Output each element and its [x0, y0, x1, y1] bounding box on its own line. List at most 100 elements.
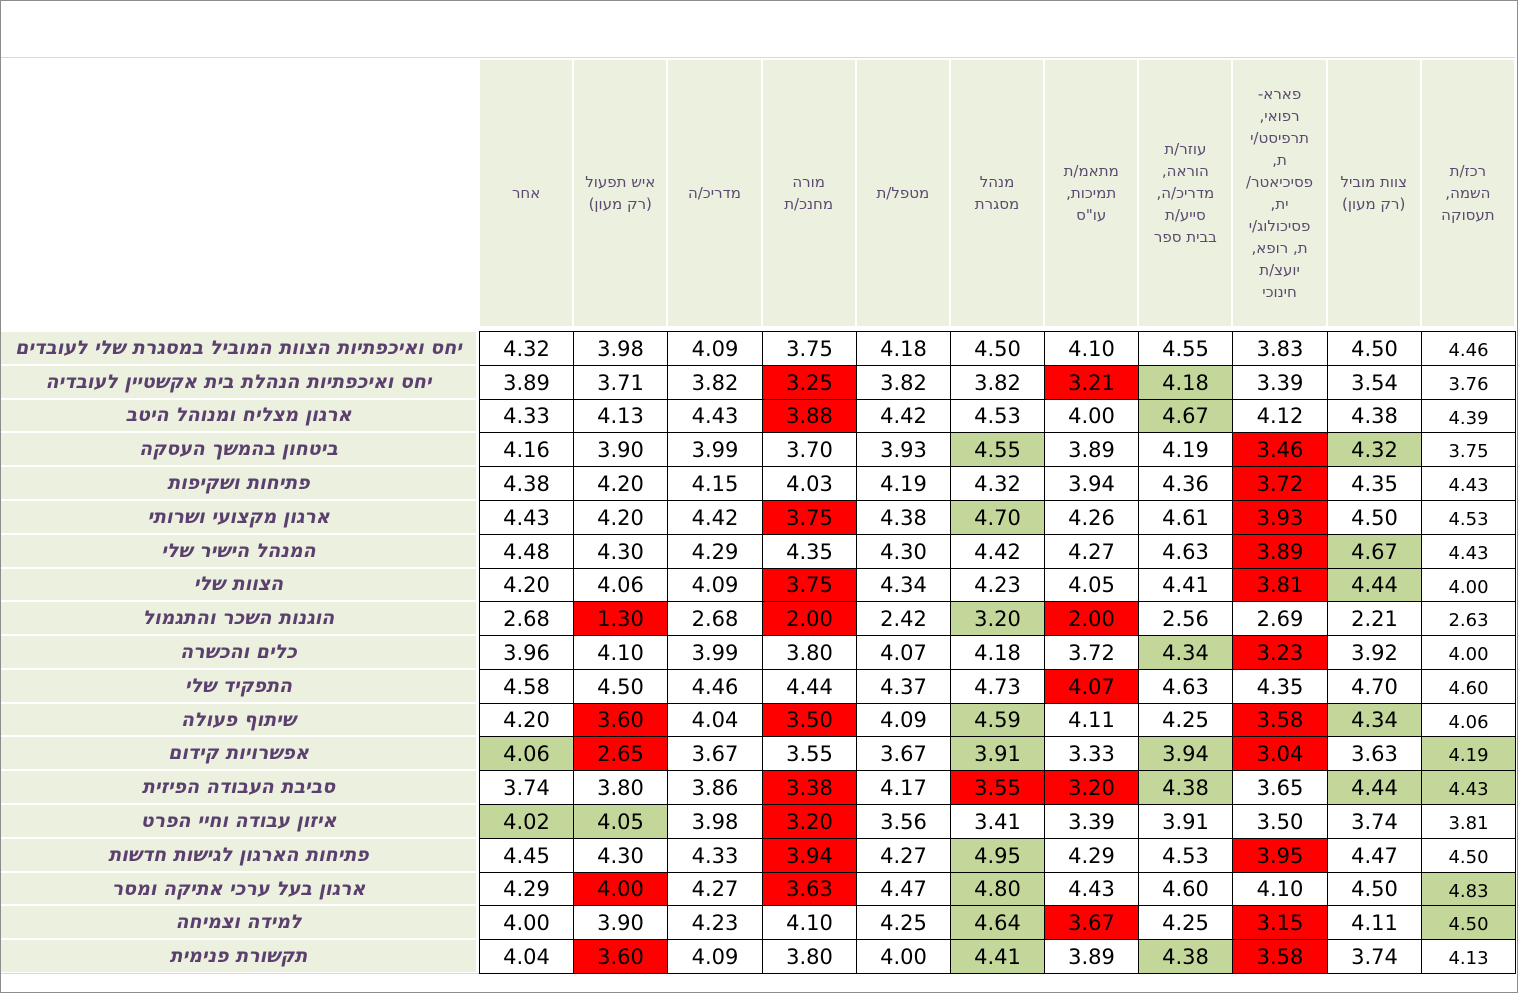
score-cell: 3.74 — [1327, 939, 1422, 974]
score-cell: 4.38 — [1327, 399, 1422, 433]
score-cell: 3.93 — [856, 432, 951, 467]
score-cell: 4.30 — [856, 534, 951, 569]
score-cell: 4.34 — [1327, 703, 1422, 737]
score-cell: 3.72 — [1044, 635, 1139, 670]
score-cell: 3.75 — [762, 331, 857, 366]
column-header: פארא- רפואי, תרפיסט/י ת, פסיכיאטר/ ית, פ… — [1233, 60, 1326, 326]
score-cell: 4.45 — [479, 838, 574, 873]
score-cell: 3.74 — [479, 770, 574, 805]
score-cell: 4.04 — [479, 939, 574, 974]
score-cell: 4.23 — [667, 905, 763, 940]
score-cell: 4.27 — [1044, 534, 1139, 569]
score-cell: 4.63 — [1138, 669, 1233, 704]
score-cell: 4.15 — [667, 466, 763, 501]
row-label: המנהל הישיר שלי — [1, 534, 476, 568]
score-cell: 3.75 — [762, 500, 857, 535]
score-cell: 2.42 — [856, 601, 951, 636]
score-cell: 4.53 — [1421, 500, 1516, 535]
score-cell: 4.38 — [856, 500, 951, 535]
row-label: ארגון מקצועי ושרותי — [1, 500, 476, 534]
score-cell: 4.04 — [667, 703, 763, 737]
score-cell: 4.43 — [479, 500, 574, 535]
score-cell: 3.99 — [667, 432, 763, 467]
score-cell: 3.89 — [1232, 534, 1328, 569]
score-cell: 4.37 — [856, 669, 951, 704]
row-label: ארגון מצליח ומנוהל היטב — [1, 399, 476, 433]
score-cell: 3.58 — [1232, 703, 1328, 737]
score-cell: 4.44 — [1327, 770, 1422, 805]
score-cell: 4.38 — [1138, 939, 1233, 974]
score-cell: 4.29 — [667, 534, 763, 569]
score-cell: 3.54 — [1327, 365, 1422, 400]
score-cell: 4.42 — [856, 399, 951, 433]
score-cell: 2.21 — [1327, 601, 1422, 636]
column-header: מורה מחנכ/ת — [762, 60, 855, 326]
score-cell: 3.89 — [479, 365, 574, 400]
score-cell: 2.00 — [1044, 601, 1139, 636]
column-header: מטפל/ת — [856, 60, 949, 326]
score-cell: 4.13 — [573, 399, 668, 433]
score-cell: 3.55 — [762, 736, 857, 771]
score-cell: 4.34 — [1138, 635, 1233, 670]
score-cell: 4.61 — [1138, 500, 1233, 535]
score-cell: 4.03 — [762, 466, 857, 501]
score-cell: 1.30 — [573, 601, 668, 636]
score-cell: 3.99 — [667, 635, 763, 670]
score-cell: 4.43 — [667, 399, 763, 433]
score-cell: 4.20 — [479, 703, 574, 737]
score-cell: 4.10 — [1232, 872, 1328, 906]
score-cell: 3.89 — [1044, 432, 1139, 467]
score-cell: 4.00 — [573, 872, 668, 906]
score-cell: 4.19 — [1421, 736, 1516, 771]
column-header: עוזר/ת הוראה, מדריכ/ה, סייע/ת בבית ספר — [1139, 60, 1232, 326]
row-label: הצוות שלי — [1, 568, 476, 602]
score-cell: 3.92 — [1327, 635, 1422, 670]
score-cell: 3.86 — [667, 770, 763, 805]
score-cell: 4.00 — [1421, 568, 1516, 602]
score-cell: 3.75 — [1421, 432, 1516, 467]
score-cell: 4.35 — [1232, 669, 1328, 704]
score-cell: 2.56 — [1138, 601, 1233, 636]
score-cell: 3.96 — [479, 635, 574, 670]
score-cell: 4.33 — [667, 838, 763, 873]
score-cell: 4.80 — [950, 872, 1045, 906]
score-cell: 2.68 — [667, 601, 763, 636]
score-cell: 4.09 — [856, 703, 951, 737]
score-cell: 3.70 — [762, 432, 857, 467]
row-label: איזון עבודה וחיי הפרט — [1, 805, 476, 838]
score-cell: 3.98 — [573, 331, 668, 366]
score-cell: 2.65 — [573, 736, 668, 771]
score-cell: 2.63 — [1421, 601, 1516, 636]
score-cell: 3.82 — [856, 365, 951, 400]
score-cell: 4.58 — [479, 669, 574, 704]
row-label: תקשורת פנימית — [1, 940, 476, 973]
score-cell: 4.25 — [1138, 905, 1233, 940]
score-cell: 4.38 — [479, 466, 574, 501]
score-cell: 4.70 — [1327, 669, 1422, 704]
score-cell: 4.43 — [1044, 872, 1139, 906]
score-cell: 3.60 — [573, 703, 668, 737]
score-cell: 3.90 — [573, 905, 668, 940]
score-cell: 4.46 — [1421, 331, 1516, 366]
score-cell: 3.55 — [950, 770, 1045, 805]
sheet-bottom-strip — [1, 973, 1515, 992]
score-cell: 3.81 — [1421, 804, 1516, 839]
row-label: התפקיד שלי — [1, 669, 476, 703]
score-cell: 4.47 — [856, 872, 951, 906]
score-cell: 3.46 — [1232, 432, 1328, 467]
score-cell: 3.82 — [667, 365, 763, 400]
score-cell: 4.70 — [950, 500, 1045, 535]
score-cell: 4.41 — [950, 939, 1045, 974]
score-cell: 4.10 — [1044, 331, 1139, 366]
score-cell: 3.38 — [762, 770, 857, 805]
score-cell: 4.60 — [1421, 669, 1516, 704]
score-cell: 4.10 — [573, 635, 668, 670]
score-cell: 4.17 — [856, 770, 951, 805]
score-cell: 4.19 — [1138, 432, 1233, 467]
score-cell: 4.12 — [1232, 399, 1328, 433]
column-header: צוות מוביל (רק מעון) — [1327, 60, 1420, 326]
score-cell: 3.21 — [1044, 365, 1139, 400]
score-cell: 4.55 — [1138, 331, 1233, 366]
score-cell: 4.39 — [1421, 399, 1516, 433]
score-cell: 4.25 — [856, 905, 951, 940]
